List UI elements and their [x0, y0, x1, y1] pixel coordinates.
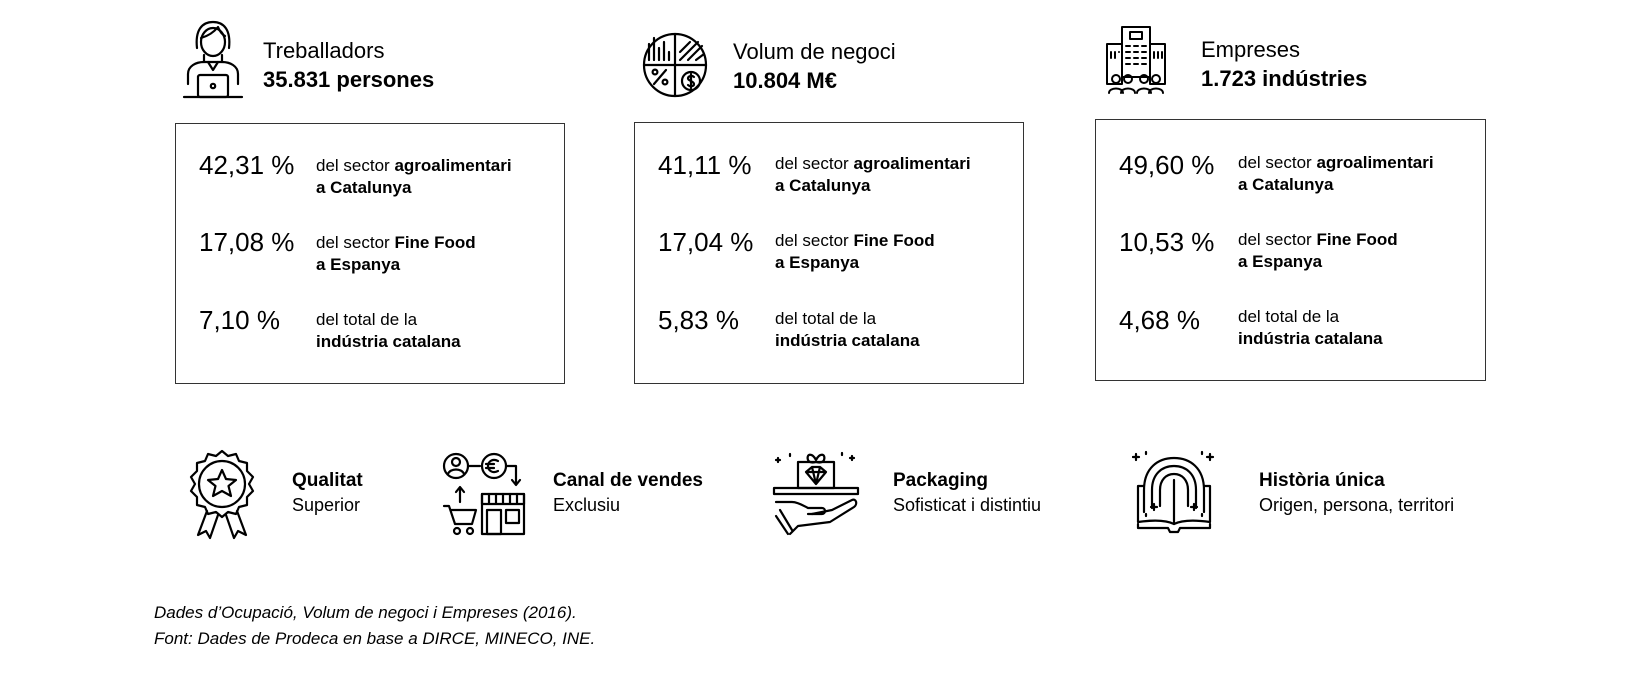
percentage-description: del sector agroalimentari a Catalunya — [775, 154, 971, 195]
worker-laptop-icon — [182, 18, 244, 100]
stat-value: 1.723 indústries — [1201, 66, 1368, 91]
quality-badge-icon — [186, 448, 258, 540]
stat-box — [175, 123, 565, 384]
stat-title: Empreses — [1201, 37, 1301, 62]
percentage-value: 49,60 % — [1119, 150, 1215, 180]
stat-value: 35.831 persones — [263, 67, 435, 92]
footnote: Dades d’Ocupació, Volum de negoci i Empr… — [154, 603, 577, 622]
sales-channel-icon — [442, 452, 528, 536]
percentage-value: 4,68 % — [1119, 305, 1200, 335]
percentage-value: 42,31 % — [199, 150, 295, 180]
percentage-description: del sector Fine Food a Espanya — [1238, 230, 1398, 271]
percentage-value: 10,53 % — [1119, 227, 1215, 257]
pie-chart-money-icon — [640, 30, 710, 100]
percentage-description: del sector Fine Food a Espanya — [775, 231, 935, 272]
feature-title: Canal de vendes — [553, 470, 703, 491]
company-building-icon — [1104, 24, 1168, 96]
stat-title: Treballadors — [263, 38, 385, 63]
percentage-value: 17,04 % — [658, 227, 754, 257]
stat-box — [634, 122, 1024, 384]
percentage-description: del total de la indústria catalana — [775, 309, 920, 350]
stat-title: Volum de negoci — [733, 39, 896, 64]
percentage-description: del total de la indústria catalana — [1238, 307, 1383, 348]
percentage-value: 5,83 % — [658, 305, 739, 335]
percentage-description: del sector Fine Food a Espanya — [316, 233, 476, 274]
story-book-icon — [1132, 450, 1216, 534]
feature-title: Packaging — [893, 470, 989, 491]
percentage-description: del sector agroalimentari a Catalunya — [316, 156, 512, 197]
feature-title: Qualitat — [292, 470, 363, 491]
percentage-description: del sector agroalimentari a Catalunya — [1238, 153, 1434, 194]
stat-box — [1095, 119, 1486, 381]
feature-subtitle: Superior — [292, 495, 361, 515]
feature-subtitle: Sofisticat i distintiu — [893, 495, 1042, 515]
diamond-packaging-icon — [772, 450, 860, 536]
percentage-value: 41,11 % — [658, 150, 752, 180]
stat-value: 10.804 M€ — [733, 68, 837, 93]
feature-subtitle: Exclusiu — [553, 495, 621, 515]
percentage-value: 17,08 % — [199, 227, 295, 257]
feature-subtitle: Origen, persona, territori — [1259, 495, 1455, 515]
feature-title: Història única — [1259, 470, 1385, 491]
percentage-value: 7,10 % — [199, 305, 280, 335]
source-note: Font: Dades de Prodeca en base a DIRCE, … — [154, 629, 596, 648]
percentage-description: del total de la indústria catalana — [316, 310, 461, 351]
